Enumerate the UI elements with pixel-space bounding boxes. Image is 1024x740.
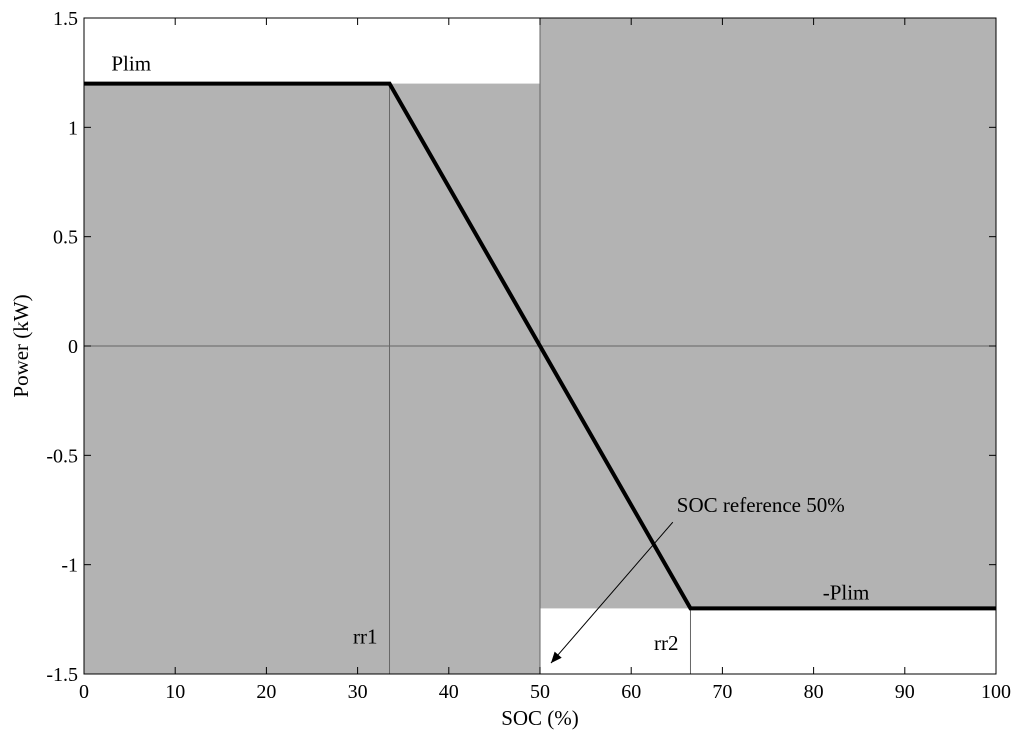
annotation-rr1: rr1 bbox=[353, 624, 378, 648]
annotation-arrow-head bbox=[550, 651, 562, 664]
x-tick-label-40: 40 bbox=[439, 681, 459, 703]
annotation-arrow-line bbox=[550, 521, 674, 664]
annotation-neg-plim: -Plim bbox=[823, 581, 870, 605]
power-curve bbox=[84, 81, 996, 611]
y-tick-label-1: 1 bbox=[68, 117, 78, 139]
x-axis-title: SOC (%) bbox=[501, 706, 579, 730]
shaded-region-1 bbox=[84, 83, 540, 675]
y-tick-label-1.5: 1.5 bbox=[53, 8, 78, 30]
annotations: Plim -Plim rr1 rr2 SOC reference 50% bbox=[111, 51, 870, 664]
y-tick-label--0.5: -0.5 bbox=[46, 445, 78, 467]
x-tick-label-60: 60 bbox=[621, 681, 641, 703]
y-tick-label-0: 0 bbox=[68, 336, 78, 358]
y-tick-label--1: -1 bbox=[61, 555, 78, 577]
x-tick-label-10: 10 bbox=[165, 681, 185, 703]
x-tick-label-50: 50 bbox=[530, 681, 550, 703]
annotation-rr2: rr2 bbox=[654, 631, 679, 655]
annotation-soc-reference: SOC reference 50% bbox=[677, 493, 845, 517]
x-tick-label-70: 70 bbox=[712, 681, 732, 703]
x-tick-label-0: 0 bbox=[79, 681, 89, 703]
x-tick-label-90: 90 bbox=[895, 681, 915, 703]
series-lines bbox=[84, 81, 996, 611]
shaded-region-2 bbox=[540, 18, 996, 609]
x-tick-label-20: 20 bbox=[256, 681, 276, 703]
annotation-plim: Plim bbox=[111, 51, 151, 75]
y-tick-label--1.5: -1.5 bbox=[46, 664, 78, 686]
y-tick-label-0.5: 0.5 bbox=[53, 227, 78, 249]
x-tick-label-80: 80 bbox=[804, 681, 824, 703]
x-tick-label-100: 100 bbox=[981, 681, 1011, 703]
y-axis-title: Power (kW) bbox=[9, 294, 33, 397]
shaded-regions bbox=[84, 18, 996, 675]
axis-ticks: 0 10 20 30 40 50 60 70 80 90 100 -1.5 -1 -0.5 0 0.5 1 1.5 bbox=[46, 8, 1011, 703]
x-tick-label-30: 30 bbox=[348, 681, 368, 703]
